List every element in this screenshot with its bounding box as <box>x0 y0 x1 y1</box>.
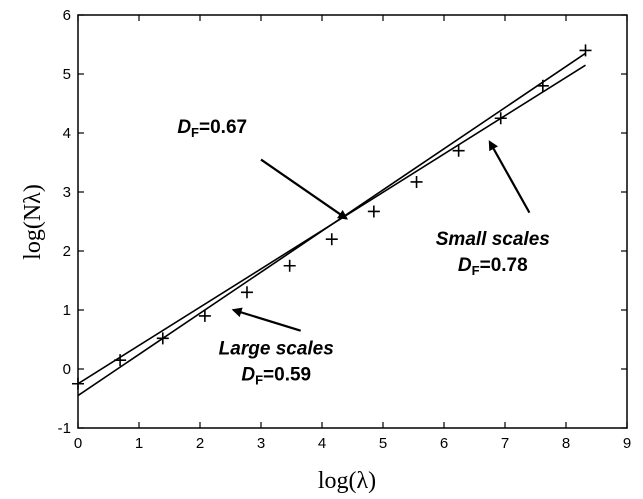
annotations: DF=0.67 Small scales DF=0.78 Large scales DF… <box>177 117 550 387</box>
y-axis-label: log(Nλ) <box>20 184 46 260</box>
annotation-scale-label: Large scales <box>219 338 334 359</box>
y-tick-label: 2 <box>63 243 71 260</box>
x-tick-label: 3 <box>257 435 265 452</box>
x-tick-label: 6 <box>440 435 448 452</box>
data-point <box>579 44 592 57</box>
plot-frame <box>77 14 628 429</box>
x-tick-label: 5 <box>379 435 387 452</box>
annotation-arrow <box>231 307 301 332</box>
y-tick-label: 1 <box>63 302 71 319</box>
annotation-dimension-label: DF=0.59 <box>241 364 311 387</box>
y-tick-label: 0 <box>63 361 71 378</box>
x-tick-label: 1 <box>135 435 143 452</box>
annotation-dimension-label: DF=0.78 <box>458 255 528 278</box>
annotation-scale-label: Small scales <box>436 229 550 250</box>
y-tick-label: 5 <box>63 66 71 83</box>
data-point <box>114 354 127 367</box>
annotation-arrow <box>488 140 531 214</box>
x-tick-label: 2 <box>196 435 204 452</box>
x-axis-label: log(λ) <box>318 468 376 494</box>
y-tick-label: 6 <box>63 7 71 24</box>
x-tick-label: 0 <box>74 435 82 452</box>
data-point <box>536 79 549 92</box>
annotation-dimension-label: DF=0.67 <box>177 117 247 140</box>
annotation-arrow <box>260 158 349 220</box>
y-tick-label: 4 <box>63 125 71 142</box>
x-tick-label: 7 <box>501 435 509 452</box>
data-points <box>72 44 592 390</box>
data-point <box>494 112 507 125</box>
data-point <box>72 377 84 390</box>
data-point <box>367 205 380 218</box>
data-point <box>156 332 169 345</box>
y-tick-label: 3 <box>63 184 71 201</box>
data-point <box>410 175 423 188</box>
data-point <box>452 144 465 157</box>
data-point <box>283 259 296 272</box>
x-tick-label: 8 <box>562 435 570 452</box>
data-point <box>198 309 211 322</box>
data-point <box>240 286 253 299</box>
x-tick-label: 9 <box>623 435 631 452</box>
data-point <box>325 233 338 246</box>
x-tick-label: 4 <box>318 435 326 452</box>
y-tick-label: -1 <box>58 420 71 437</box>
